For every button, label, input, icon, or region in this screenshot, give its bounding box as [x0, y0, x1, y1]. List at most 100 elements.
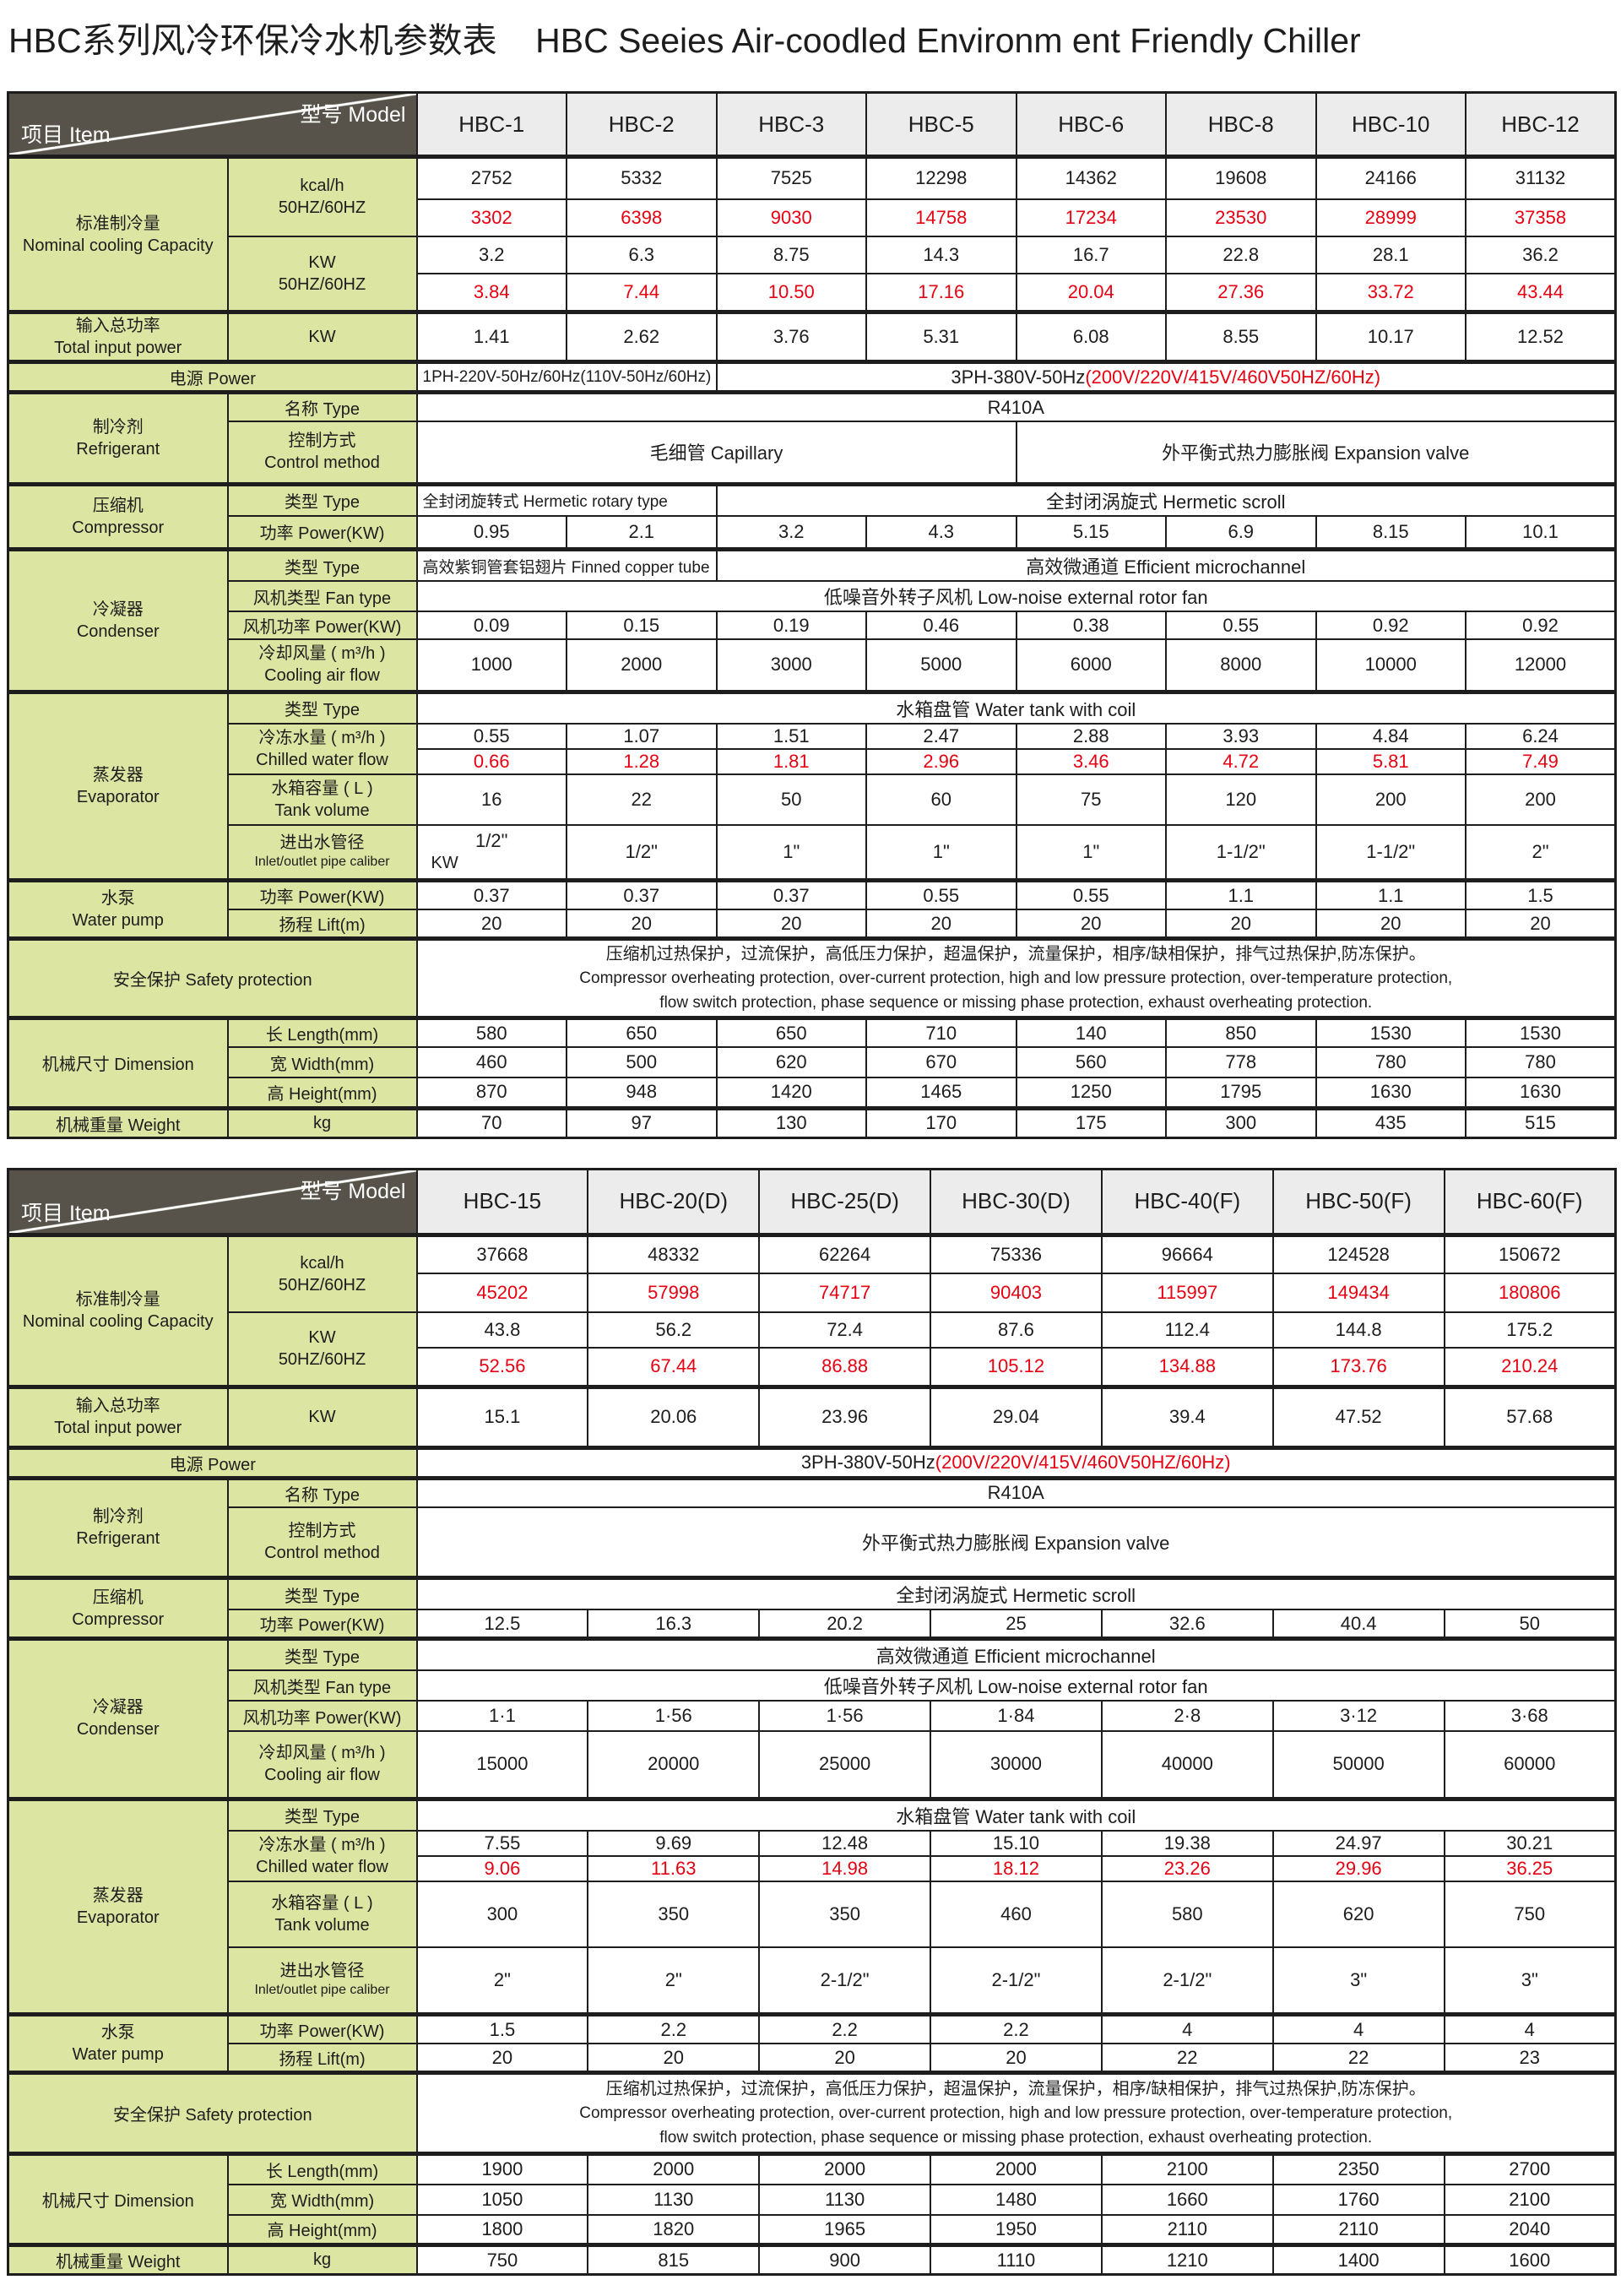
- text-line: Water pump: [72, 2045, 164, 2064]
- tank-volume-sublabel: 水箱容量 ( L ) Tank volume: [226, 1880, 418, 1948]
- cooling-air-flow-value-3: 25000: [758, 1730, 932, 1799]
- tank-volume-value-7: 750: [1443, 1880, 1617, 1948]
- chilled-water-flow-value-5: 19.38: [1100, 1829, 1274, 1857]
- chilled-water-flow-60hz-value-7: 7.49: [1465, 747, 1617, 775]
- compressor-power-value-8: 10.1: [1465, 514, 1617, 551]
- pump-power-value-5: 2.2: [930, 2012, 1103, 2044]
- model-header-HBC-20(D): HBC-20(D): [587, 1168, 761, 1237]
- cooling-kw-60hz-value-2: 86.88: [758, 1347, 932, 1387]
- height-value-7: 2040: [1443, 2213, 1617, 2246]
- compressor-power-value-7: 50: [1443, 1609, 1617, 1640]
- text-line: 水箱容量 ( L ): [271, 1893, 373, 1913]
- tank-volume-value-3: 50: [715, 773, 867, 826]
- compressor-power-value-1: 0.95: [415, 514, 567, 551]
- weight-value-6: 175: [1015, 1105, 1167, 1138]
- evaporator-type-sublabel: 类型 Type: [226, 1796, 418, 1832]
- cooling-air-flow-value-4: 30000: [930, 1730, 1103, 1799]
- text-part: 3PH-380V-50Hz: [951, 366, 1086, 388]
- width-value-6: 778: [1165, 1046, 1317, 1078]
- text-line: 冷却风量 ( m³/h ): [258, 644, 386, 664]
- cooling-kcal-60hz-value-7: 37358: [1465, 198, 1617, 237]
- text-line: Chilled water flow: [256, 750, 388, 769]
- condenser-type-value-3: 高效微通道 Efficient microchannel: [715, 547, 1617, 582]
- width-value-6: 1760: [1271, 2183, 1445, 2216]
- text-line: Tank volume: [274, 801, 370, 820]
- pipe-caliber-value-3: 1": [715, 823, 867, 882]
- fan-type-row: 风机类型 Fan type 低噪音外转子风机 Low-noise external…: [8, 580, 1617, 612]
- width-value-5: 1660: [1100, 2183, 1274, 2216]
- weight-value-8: 1600: [1443, 2243, 1617, 2276]
- pipe-caliber-value-5: 2-1/2": [1100, 1946, 1274, 2016]
- compressor-power-value-4: 4.3: [865, 514, 1017, 551]
- text-line: Control method: [264, 1543, 380, 1562]
- pipe-caliber-row: 进出水管径 Inlet/outlet pipe caliber 2" 2" 2-1/2"…: [8, 1946, 1617, 2016]
- cooling-kw-value-2: 56.2: [587, 1311, 761, 1349]
- text-line: Refrigerant: [76, 1529, 160, 1549]
- tank-volume-value-7: 200: [1315, 773, 1466, 826]
- evaporator-type-value-2: 水箱盘管 Water tank with coil: [415, 689, 1617, 725]
- text-line: Compressor overheating protection, over-…: [579, 969, 1453, 987]
- cooling-kw-60hz-row: 52.56 67.44 86.88 105.12 134.88 173.76 210.24: [8, 1347, 1617, 1387]
- model-header-HBC-60(F): HBC-60(F): [1443, 1168, 1617, 1237]
- tank-volume-value-1: 16: [415, 773, 567, 826]
- pump-power-value-3: 2.2: [587, 2012, 761, 2044]
- cooling-kcal-60hz-value-3: 14758: [865, 198, 1017, 237]
- weight-value-5: 170: [865, 1105, 1017, 1138]
- height-value-6: 2110: [1271, 2213, 1445, 2246]
- evaporator-type-sublabel: 类型 Type: [226, 689, 418, 725]
- text-line: Evaporator: [76, 1908, 160, 1927]
- evaporator-type-value-2: 水箱盘管 Water tank with coil: [415, 1796, 1617, 1832]
- text-line: flow switch protection, phase sequence o…: [659, 2128, 1373, 2147]
- cooling-kcal-value-5: 12298: [865, 155, 1017, 200]
- pipe-caliber-sublabel: 进出水管径 Inlet/outlet pipe caliber: [226, 1946, 418, 2016]
- cooling-kw-row: KW 50HZ/60HZ 3.2 6.3 8.75 14.3 16.7 22.8 28.1 36.…: [8, 235, 1617, 313]
- pump-lift-value-5: 20: [1015, 909, 1167, 940]
- input-power-value-9: 12.52: [1465, 310, 1617, 363]
- height-sublabel: 高 Height(mm): [226, 1077, 418, 1109]
- height-row: 高 Height(mm) 1800 1820 1965 1950 2110 2110 2040: [8, 2213, 1617, 2246]
- weight-value-4: 900: [758, 2243, 932, 2276]
- tank-volume-value-2: 350: [587, 1880, 761, 1948]
- height-value-4: 1465: [865, 1077, 1017, 1109]
- tank-volume-sublabel: 水箱容量 ( L ) Tank volume: [226, 773, 418, 826]
- text-line: 冷冻水量 ( m³/h ): [258, 1835, 386, 1854]
- cooling-kcal-value-8: 24166: [1315, 155, 1466, 200]
- cooling-kcal-60hz-value-4: 115997: [1100, 1273, 1274, 1313]
- text-line: 制冷剂: [92, 417, 144, 437]
- width-value-2: 500: [566, 1046, 718, 1078]
- condenser-type-row: 冷凝器 Condenser 类型 Type 高效紫铜管套铝翅片 Finned copp…: [7, 547, 1617, 692]
- power-supply-value-1: 1PH-220V-50Hz/60Hz(110V-50Hz/60Hz): [415, 360, 718, 394]
- pipe-caliber-value-4: 1": [865, 823, 1017, 882]
- pump-power-value-9: 1.5: [1465, 878, 1617, 910]
- compressor-power-value-7: 8.15: [1315, 514, 1466, 551]
- chilled-water-flow-60hz-value-0: 9.06: [415, 1854, 589, 1882]
- input-power-value-3: 2.62: [566, 310, 718, 363]
- chilled-water-flow-sublabel: 冷冻水量 ( m³/h ) Chilled water flow: [226, 722, 418, 775]
- length-row: 机械尺寸 Dimension 长 Length(mm) 580 650 650 710 14…: [7, 1016, 1617, 1109]
- cooling-kw-value-6: 144.8: [1271, 1311, 1445, 1349]
- pump-power-value-4: 2.2: [758, 2012, 932, 2044]
- cooling-kcal-60hz-row: 45202 57998 74717 90403 115997 149434 180806: [8, 1273, 1617, 1313]
- cooling-kcal-row: 标准制冷量 Nominal cooling Capacity kcal/h 50HZ/…: [7, 155, 1617, 313]
- compressor-power-value-2: 16.3: [587, 1609, 761, 1640]
- pump-lift-value-4: 20: [865, 909, 1017, 940]
- refrigerant-type-row: 制冷剂 Refrigerant 名称 Type R410A: [7, 390, 1617, 485]
- chilled-water-flow-value-5: 2.88: [1015, 722, 1167, 750]
- cooling-kw-60hz-value-5: 173.76: [1271, 1347, 1445, 1387]
- power-supply-value-2: 3PH-380V-50Hz(200V/220V/415V/460V50HZ/60…: [715, 360, 1617, 394]
- input-power-row: 输入总功率 Total input power KW 1.41 2.62 3.76 5.31…: [7, 310, 1617, 363]
- text-line: kcal/h: [300, 176, 344, 196]
- chilled-water-flow-60hz-value-2: 1.81: [715, 747, 867, 775]
- pump-power-value-2: 0.37: [415, 878, 567, 910]
- pump-power-value-6: 4: [1100, 2012, 1274, 2044]
- text-line: Condenser: [76, 621, 160, 641]
- chilled-water-flow-value-1: 0.55: [415, 722, 567, 750]
- weight-value-3: 97: [566, 1105, 718, 1138]
- compressor-power-value-3: 20.2: [758, 1609, 932, 1640]
- text-line: 压缩机过热保护，过流保护，高低压力保护，超温保护，流量保护，相序/缺相保护，排气…: [605, 2080, 1426, 2098]
- pump-power-value-8: 1.1: [1315, 878, 1466, 910]
- cooling-air-flow-value-4: 5000: [865, 638, 1017, 692]
- input-power-value-7: 8.55: [1165, 310, 1317, 363]
- text-line: Nominal cooling Capacity: [22, 236, 214, 255]
- compressor-type-sublabel: 类型 Type: [226, 1576, 418, 1610]
